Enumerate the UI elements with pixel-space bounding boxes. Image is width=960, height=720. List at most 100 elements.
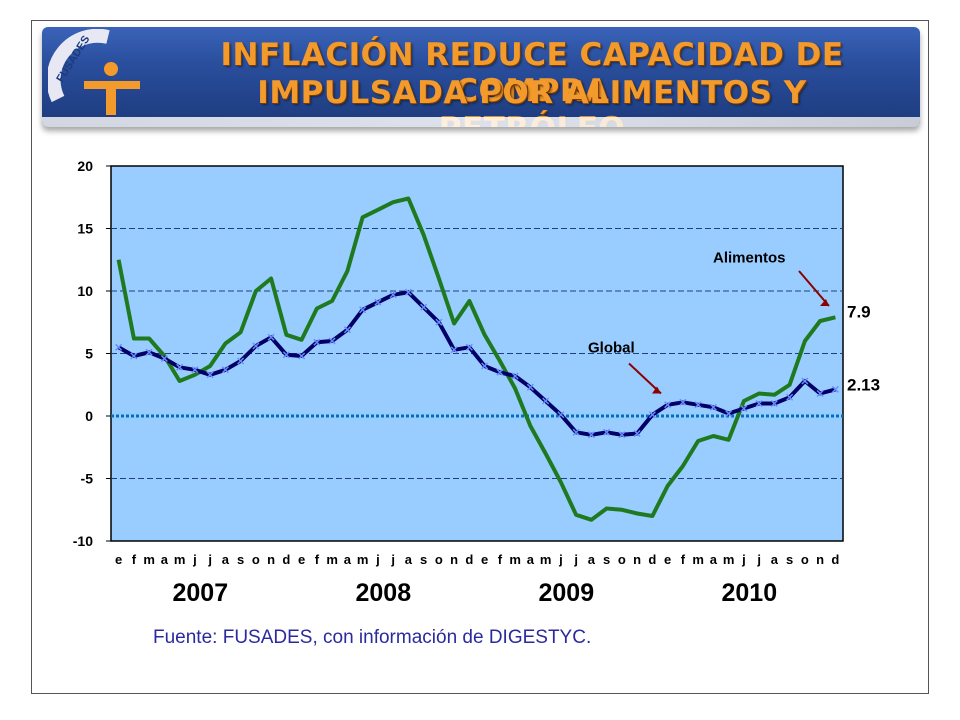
month-label: e xyxy=(298,552,305,567)
global-point xyxy=(740,404,748,413)
global-point xyxy=(465,343,473,351)
year-label: 2007 xyxy=(172,579,229,607)
y-tick-label: 5 xyxy=(85,346,93,362)
global-point xyxy=(526,383,534,391)
month-label: n xyxy=(267,552,275,567)
end-label-global: 2.13 xyxy=(847,375,880,394)
month-label: n xyxy=(816,552,824,567)
month-label: j xyxy=(741,552,746,567)
year-label: 2008 xyxy=(355,579,412,607)
global-point xyxy=(328,337,336,345)
global-point xyxy=(496,368,504,376)
global-point xyxy=(755,399,763,408)
annotation-global: Global xyxy=(588,339,635,356)
month-label: a xyxy=(527,552,535,567)
logo-head xyxy=(104,62,118,76)
month-label: o xyxy=(252,552,260,567)
global-point xyxy=(816,389,824,398)
month-label: a xyxy=(710,552,718,567)
month-label: d xyxy=(282,552,290,567)
month-label: n xyxy=(633,552,641,567)
source-note: Fuente: FUSADES, con información de DIGE… xyxy=(153,627,592,648)
month-label: n xyxy=(450,552,458,567)
global-point xyxy=(648,411,656,419)
logo-ring xyxy=(48,29,110,103)
month-label: a xyxy=(161,552,169,567)
global-point xyxy=(572,428,580,436)
global-point xyxy=(709,403,717,411)
global-point xyxy=(176,363,184,371)
global-point xyxy=(282,351,290,359)
global-point xyxy=(298,352,306,360)
global-point xyxy=(633,429,641,438)
month-label: f xyxy=(498,552,503,567)
title-line-2: IMPULSADA POR ALIMENTOS Y PETRÓLEO xyxy=(257,75,807,127)
month-label: o xyxy=(618,552,626,567)
global-point xyxy=(130,352,138,360)
arrow-head-alimentos xyxy=(820,299,829,306)
month-label: m xyxy=(723,552,735,567)
month-label: s xyxy=(603,552,610,567)
global-point xyxy=(770,399,778,408)
month-label: d xyxy=(648,552,656,567)
month-label: m xyxy=(509,552,521,567)
month-label: o xyxy=(801,552,809,567)
global-point xyxy=(481,362,489,370)
month-label: f xyxy=(132,552,137,567)
month-label: s xyxy=(786,552,793,567)
global-point xyxy=(145,348,153,356)
global-point xyxy=(160,354,168,363)
month-label: f xyxy=(681,552,686,567)
month-label: d xyxy=(465,552,473,567)
month-label: e xyxy=(115,552,122,567)
logo-figure xyxy=(84,81,140,115)
month-label: m xyxy=(326,552,338,567)
chart: 20 15 10 5 0 -5 -10 e f m a m j j a s o n d e f m a m j j a s o n d e f m… xyxy=(32,141,930,581)
title-banner: FUSADES INFLACIÓN REDUCE CAPACIDAD DE CO… xyxy=(42,27,920,127)
global-point xyxy=(404,288,412,296)
global-point xyxy=(343,326,351,334)
y-tick-label: 0 xyxy=(85,408,93,424)
month-label: j xyxy=(192,552,197,567)
global-point xyxy=(664,401,672,409)
y-tick-label: 15 xyxy=(77,221,93,237)
month-label: a xyxy=(405,552,413,567)
month-label: j xyxy=(390,552,395,567)
global-point xyxy=(267,333,275,341)
end-label-alimentos: 7.9 xyxy=(847,302,871,321)
month-label: j xyxy=(573,552,578,567)
slide: FUSADES INFLACIÓN REDUCE CAPACIDAD DE CO… xyxy=(31,20,929,694)
global-point xyxy=(831,385,839,393)
global-point xyxy=(511,372,519,380)
month-label: s xyxy=(237,552,244,567)
year-label: 2009 xyxy=(538,579,595,607)
global-point xyxy=(115,343,123,351)
month-label: o xyxy=(435,552,443,567)
y-tick-label: 20 xyxy=(77,158,93,174)
global-point xyxy=(420,303,428,311)
month-label: f xyxy=(315,552,320,567)
month-label: m xyxy=(540,552,552,567)
global-point xyxy=(389,291,397,299)
month-label: j xyxy=(207,552,212,567)
global-point xyxy=(374,298,382,306)
fusades-logo: FUSADES xyxy=(48,29,140,115)
global-point xyxy=(206,371,214,379)
year-label: 2010 xyxy=(721,579,778,607)
annotation-arrow-alimentos xyxy=(798,270,830,307)
month-label: e xyxy=(481,552,488,567)
month-label: s xyxy=(420,552,427,567)
global-point xyxy=(618,431,626,439)
global-point xyxy=(450,346,458,354)
month-label: e xyxy=(664,552,671,567)
month-label: a xyxy=(222,552,230,567)
month-label: j xyxy=(558,552,563,567)
month-label: m xyxy=(357,552,369,567)
y-tick-label: -10 xyxy=(73,533,93,549)
global-point xyxy=(435,318,443,326)
year-labels: 2007 2008 2009 2010 xyxy=(32,579,930,615)
series-line-global xyxy=(117,290,836,437)
global-point xyxy=(801,377,809,385)
arrow-head-global xyxy=(652,386,661,394)
